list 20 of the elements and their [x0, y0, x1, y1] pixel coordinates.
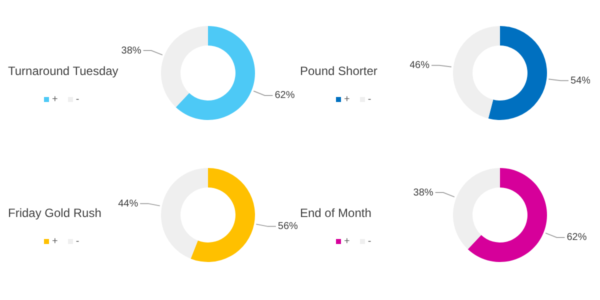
legend-label: -: [368, 236, 372, 247]
data-label: 44%: [118, 198, 138, 210]
legend-label: +: [52, 94, 58, 105]
data-label: 46%: [409, 60, 430, 72]
data-label: 62%: [274, 90, 295, 102]
legend-label: +: [344, 236, 350, 247]
data-label: 62%: [566, 232, 587, 244]
legend-label: +: [52, 236, 58, 247]
legend-label: -: [368, 94, 372, 105]
text: End of Month: [300, 206, 372, 220]
data-label: 38%: [121, 45, 142, 56]
data-label: 54%: [570, 75, 591, 86]
text: Pound Shorter: [300, 64, 378, 78]
text: Friday Gold Rush: [8, 206, 102, 220]
legend-label: +: [344, 94, 350, 105]
text: Turnaround Tuesday: [8, 64, 118, 78]
data-label: 38%: [413, 187, 434, 198]
data-label: 56%: [278, 221, 298, 232]
legend-label: -: [76, 236, 80, 247]
legend-label: -: [76, 94, 80, 105]
